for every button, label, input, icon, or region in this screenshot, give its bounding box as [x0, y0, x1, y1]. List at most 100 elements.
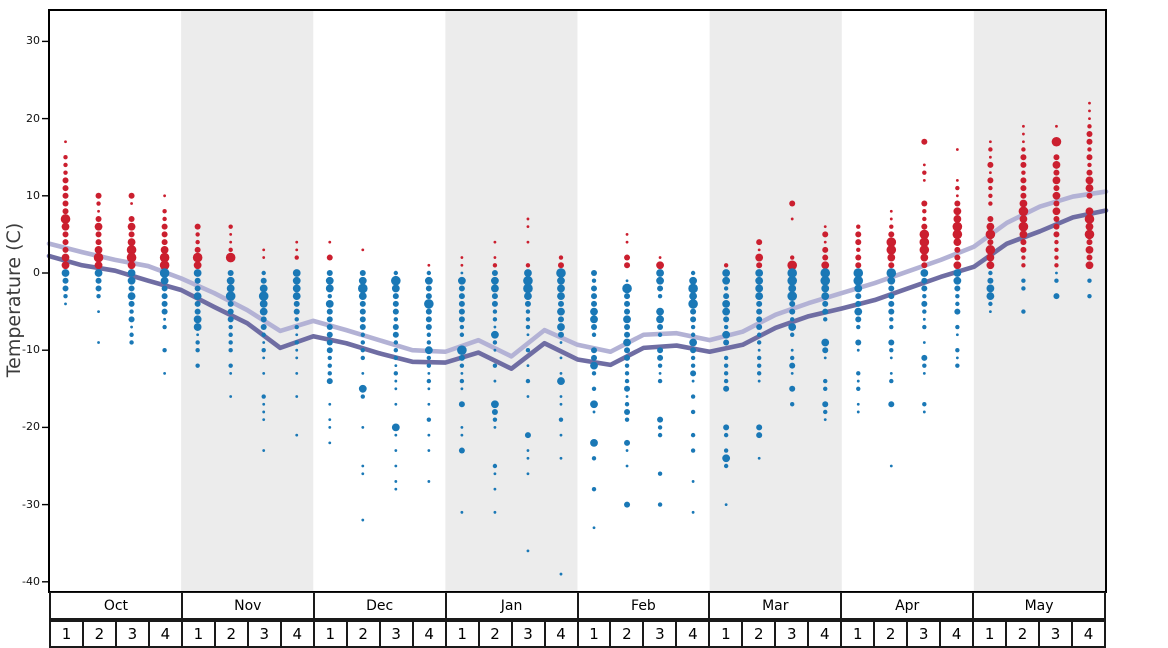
below-freezing-dot — [229, 371, 233, 375]
below-freezing-dot — [823, 409, 828, 415]
below-freezing-dot — [194, 285, 201, 292]
below-freezing-dot — [855, 300, 862, 307]
below-freezing-dot — [293, 308, 300, 315]
below-freezing-dot — [690, 448, 696, 453]
below-freezing-dot — [526, 333, 530, 337]
below-freezing-dot — [987, 277, 994, 284]
above-freezing-dot — [856, 224, 861, 229]
below-freezing-dot — [94, 269, 103, 277]
above-freezing-dot — [95, 231, 102, 238]
below-freezing-dot — [424, 276, 433, 285]
below-freezing-dot — [557, 276, 565, 285]
below-freezing-dot — [954, 308, 961, 315]
below-freezing-dot — [856, 402, 860, 406]
below-freezing-dot — [493, 426, 497, 429]
below-freezing-dot — [557, 331, 564, 338]
below-freezing-dot — [622, 283, 632, 294]
below-freezing-dot — [196, 333, 200, 337]
above-freezing-dot — [1022, 140, 1025, 144]
below-freezing-dot — [888, 339, 895, 346]
above-freezing-dot — [921, 262, 928, 269]
below-freezing-dot — [722, 330, 731, 339]
week-cell-may-4: 4 — [1083, 625, 1094, 643]
above-freezing-dot — [920, 253, 929, 262]
below-freezing-dot — [457, 276, 466, 285]
below-freezing-dot — [823, 386, 828, 391]
below-freezing-dot — [458, 401, 465, 408]
below-freezing-dot — [458, 285, 465, 292]
below-freezing-dot — [426, 332, 432, 337]
above-freezing-dot — [1088, 101, 1091, 105]
below-freezing-dot — [358, 292, 367, 301]
above-freezing-dot — [128, 215, 135, 222]
below-freezing-dot — [425, 285, 432, 292]
above-freezing-dot — [1053, 169, 1060, 176]
below-freezing-dot — [822, 308, 829, 315]
below-freezing-dot — [856, 379, 860, 383]
below-freezing-dot — [325, 299, 334, 308]
below-freezing-dot — [493, 510, 497, 514]
above-freezing-dot — [128, 231, 135, 238]
below-freezing-dot — [391, 275, 401, 286]
below-freezing-dot — [789, 300, 796, 307]
below-freezing-dot — [327, 355, 332, 361]
above-freezing-dot — [1053, 185, 1060, 192]
below-freezing-dot — [394, 480, 398, 483]
below-freezing-dot — [855, 293, 862, 300]
above-freezing-dot — [921, 200, 928, 207]
above-freezing-dot — [460, 263, 464, 267]
below-freezing-dot — [657, 425, 663, 430]
above-freezing-dot — [855, 239, 862, 246]
above-freezing-dot — [127, 261, 136, 270]
below-freezing-dot — [886, 268, 897, 278]
below-freezing-dot — [127, 276, 136, 285]
y-tick-label: -20 — [22, 420, 40, 434]
above-freezing-dot — [1054, 263, 1059, 268]
below-freezing-dot — [393, 317, 399, 322]
below-freezing-dot — [459, 324, 465, 330]
y-tick-label: 20 — [26, 111, 40, 125]
above-freezing-dot — [1085, 261, 1094, 270]
below-freezing-dot — [953, 276, 962, 285]
week-cell-nov-1: 1 — [183, 622, 216, 646]
below-freezing-dot — [328, 418, 332, 422]
month-axis-row: Oct Nov Dec Jan Feb Mar Apr May — [49, 592, 1106, 620]
above-freezing-dot — [62, 185, 69, 192]
below-freezing-dot — [955, 348, 960, 353]
below-freezing-dot — [491, 270, 498, 276]
below-freezing-dot — [360, 348, 365, 353]
below-freezing-dot — [492, 309, 498, 314]
below-freezing-dot — [260, 277, 267, 284]
below-freezing-dot — [427, 371, 431, 375]
below-freezing-dot — [361, 371, 365, 375]
above-freezing-dot — [986, 253, 995, 262]
above-freezing-dot — [493, 240, 497, 244]
below-freezing-dot — [194, 300, 201, 307]
below-freezing-dot — [656, 307, 664, 316]
below-freezing-dot — [360, 355, 365, 361]
week-cell-oct-3: 3 — [117, 622, 150, 646]
below-freezing-dot — [591, 324, 598, 331]
month-shading-bands — [181, 10, 1106, 592]
below-freezing-dot — [526, 395, 530, 398]
below-freezing-dot — [424, 346, 433, 355]
below-freezing-dot — [427, 433, 431, 437]
below-freezing-dot — [394, 433, 398, 437]
below-freezing-dot — [426, 363, 432, 368]
below-freezing-dot — [657, 347, 664, 354]
above-freezing-dot — [953, 238, 962, 247]
below-freezing-dot — [393, 348, 399, 353]
below-freezing-dot — [491, 300, 498, 307]
below-freezing-dot — [888, 285, 895, 292]
below-freezing-dot — [755, 269, 764, 277]
below-freezing-dot — [822, 300, 829, 307]
below-freezing-dot — [591, 456, 597, 461]
above-freezing-dot — [62, 231, 69, 238]
below-freezing-dot — [624, 417, 630, 422]
above-freezing-dot — [756, 262, 763, 269]
below-freezing-dot — [426, 417, 432, 422]
below-freezing-dot — [228, 363, 233, 368]
below-freezing-dot — [624, 331, 631, 338]
above-freezing-dot — [62, 239, 69, 246]
